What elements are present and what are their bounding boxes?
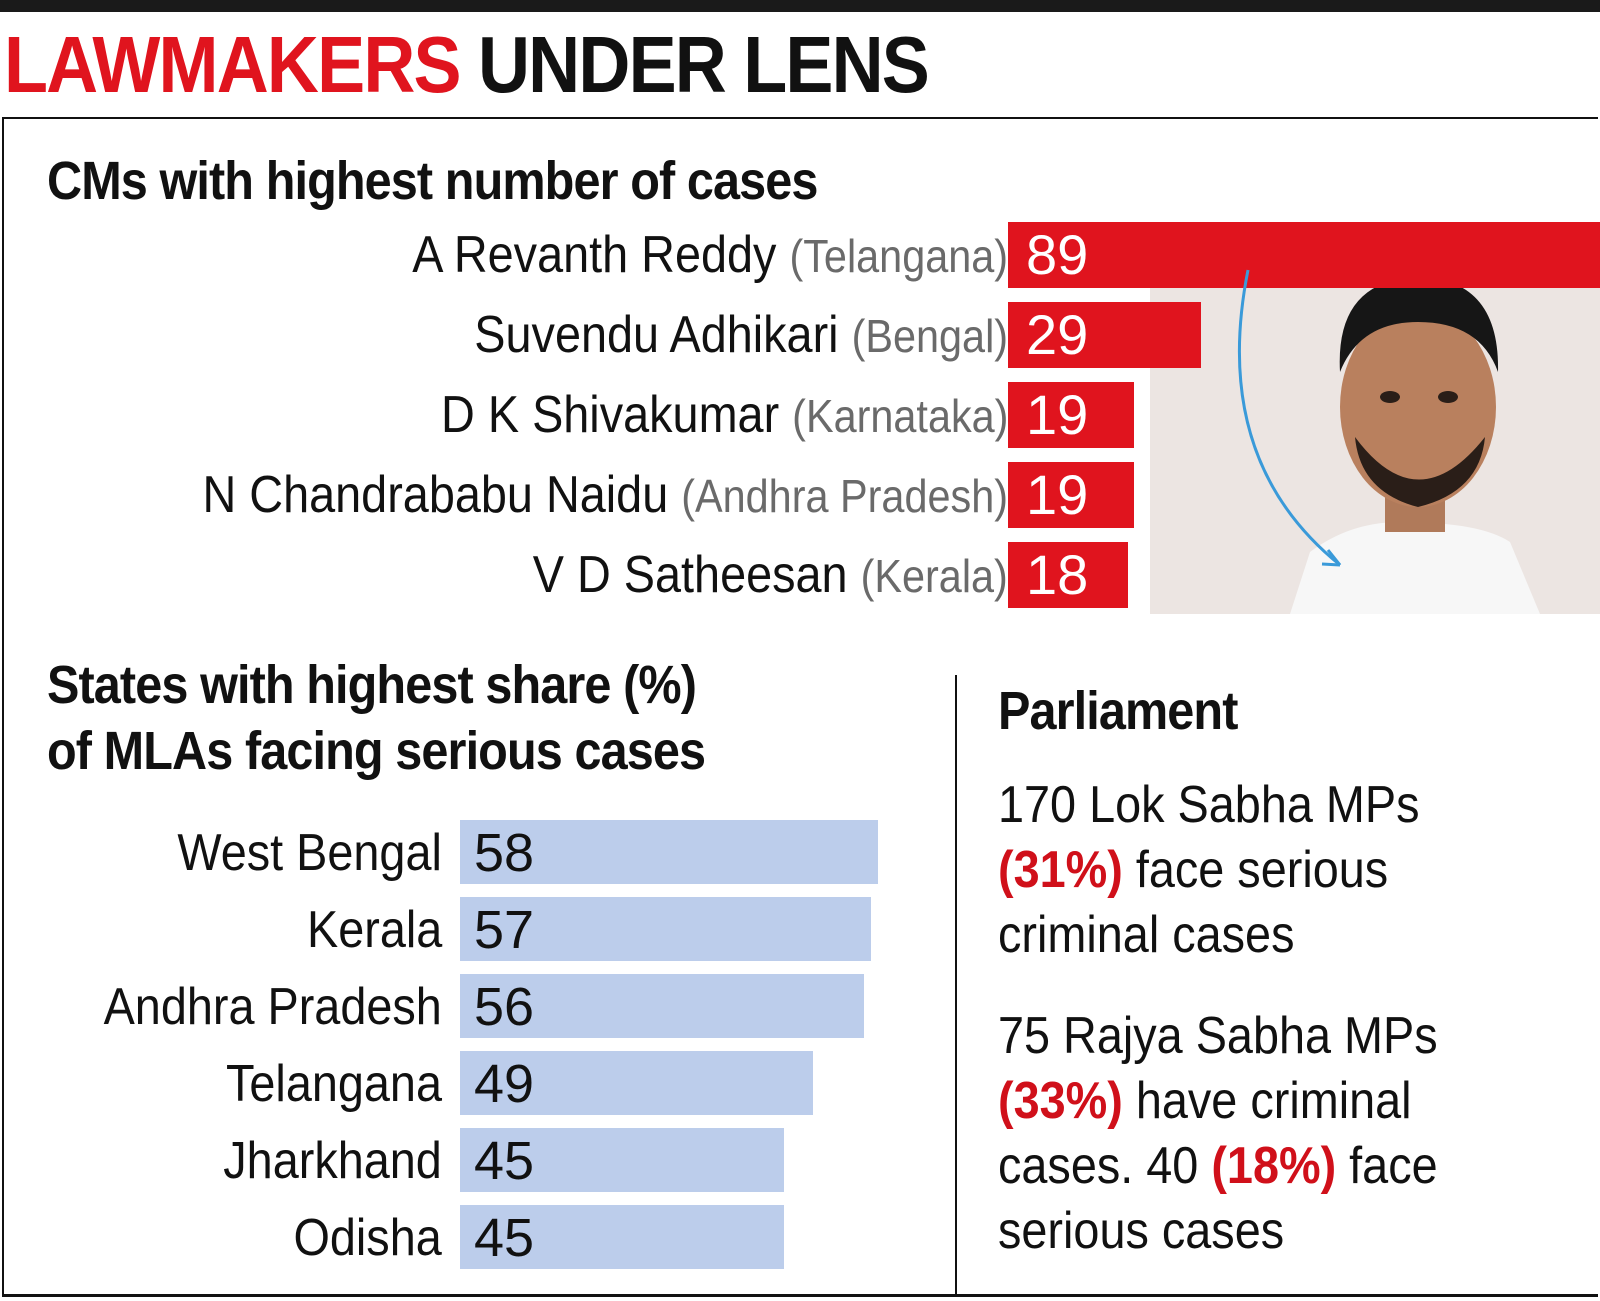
cm-value-label: 19 [1026,463,1089,526]
page-title: LAWMAKERS UNDER LENS [4,20,930,110]
cm-name: N Chandrababu Naidu [202,466,669,524]
states-chart-title-line2: of MLAs facing serious cases [47,721,706,781]
state-value-label: 57 [474,900,535,960]
cm-bar [1008,542,1128,608]
state-value-label: 56 [474,977,535,1037]
state-value-label: 45 [474,1208,535,1268]
state-row: Kerala [0,897,442,963]
rajya-sabha-line2: (33%) have criminal [998,1069,1412,1133]
cm-state: (Telangana) [789,230,1008,282]
cm-value-label: 19 [1026,383,1089,446]
person-photo-icon [1290,277,1540,614]
state-bar [460,820,878,884]
cm-bar [1008,302,1201,368]
cm-label: V D Satheesan (Kerala) [533,541,1008,609]
state-label: Jharkhand [223,1132,442,1190]
title-red: LAWMAKERS [4,20,462,109]
cm-state: (Karnataka) [791,390,1008,442]
state-bar [460,1051,814,1115]
state-label: Odisha [293,1209,442,1267]
cm-row: Suvendu Adhikari (Bengal) [0,301,1008,369]
rajya-sabha-line3-pre: cases. 40 [998,1137,1212,1195]
state-bar [460,1128,785,1192]
cm-bar [1008,222,1600,288]
cm-label: A Revanth Reddy (Telangana) [412,221,1008,289]
content-frame [2,117,1598,1297]
cm-name: D K Shivakumar [440,386,779,444]
cm-row: V D Satheesan (Kerala) [0,541,1008,609]
rajya-sabha-line3-post: face [1336,1137,1438,1195]
column-divider [955,675,957,1297]
cm-value-label: 29 [1026,303,1089,366]
cm-chart-title: CMs with highest number of cases [47,151,818,211]
parliament-heading: Parliament [998,681,1238,741]
cm-name: Suvendu Adhikari [474,306,839,364]
cm-label: Suvendu Adhikari (Bengal) [474,301,1008,369]
state-bar [460,897,871,961]
cm-bar [1008,382,1135,448]
state-row: West Bengal [0,820,442,886]
lok-sabha-line3: criminal cases [998,906,1295,964]
state-value-label: 58 [474,823,535,883]
state-value-label: 49 [474,1054,535,1114]
states-chart-title-line1: States with highest share (%) [47,655,697,715]
state-label: Telangana [226,1055,442,1113]
state-bar [460,974,864,1038]
cm-row: D K Shivakumar (Karnataka) [0,381,1008,449]
lok-sabha-line1: 170 Lok Sabha MPs [998,776,1420,834]
state-bar [460,1205,785,1269]
rajya-sabha-line3: cases. 40 (18%) face [998,1134,1438,1198]
cm-state: (Kerala) [860,550,1008,602]
state-label: Kerala [306,901,442,959]
rajya-sabha-percent: (33%) [998,1072,1123,1130]
top-rule [0,0,1600,12]
lok-sabha-line2: (31%) face serious [998,838,1388,902]
cm-state: (Andhra Pradesh) [681,470,1008,522]
lok-sabha-line2-text: face serious [1122,841,1389,899]
cm-label: D K Shivakumar (Karnataka) [441,381,1008,449]
cm-value-label: 18 [1026,543,1089,606]
state-row: Jharkhand [0,1128,442,1194]
cm-row: N Chandrababu Naidu (Andhra Pradesh) [0,461,1008,529]
lok-sabha-percent: (31%) [998,841,1123,899]
rajya-sabha-serious-percent: (18%) [1211,1137,1337,1195]
rajya-sabha-line1: 75 Rajya Sabha MPs [998,1007,1438,1065]
state-row: Telangana [0,1051,442,1117]
cm-name: A Revanth Reddy [412,226,777,284]
title-black: UNDER LENS [477,20,930,109]
state-row: Odisha [0,1205,442,1271]
rajya-sabha-line2-text: have criminal [1122,1072,1412,1130]
cm-label: N Chandrababu Naidu (Andhra Pradesh) [202,461,1008,529]
state-label: West Bengal [177,824,442,882]
rajya-sabha-line4: serious cases [998,1202,1285,1260]
state-label: Andhra Pradesh [103,978,442,1036]
cm-state: (Bengal) [851,310,1008,362]
state-value-label: 45 [474,1131,535,1191]
cm-row: A Revanth Reddy (Telangana) [0,221,1008,289]
cm-value-label: 89 [1026,223,1089,286]
cm-bar [1008,462,1135,528]
cm-name: V D Satheesan [532,546,848,604]
pointer-arrow-icon [1237,269,1342,567]
state-row: Andhra Pradesh [0,974,442,1040]
